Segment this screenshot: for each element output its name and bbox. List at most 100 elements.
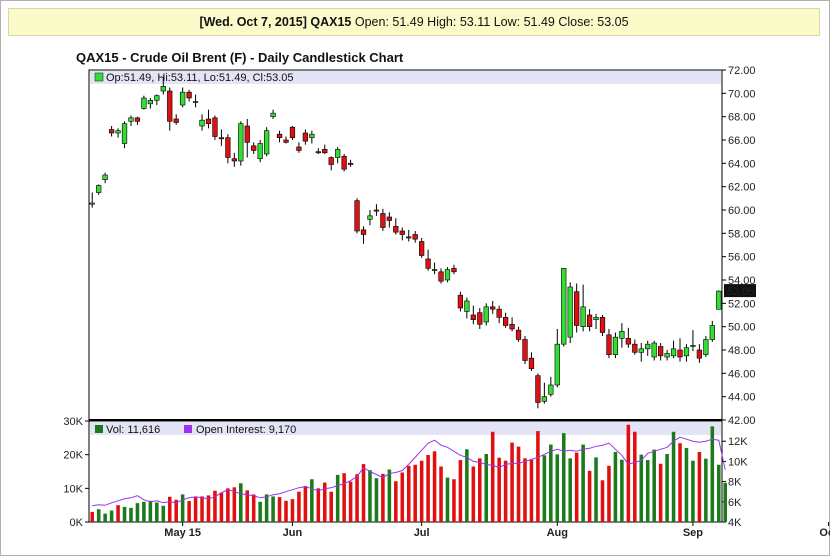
close-value: 53.05	[597, 15, 629, 29]
price-legend-swatch	[94, 72, 104, 82]
candle-body	[612, 336, 619, 355]
price-tick-label: 52.00	[728, 298, 756, 310]
price-tick-label: 50.00	[728, 322, 756, 334]
price-panel: Op:51.49, Hi:53.11, Lo:51.49, Cl:53.05 42…	[88, 65, 756, 427]
volume-bar	[652, 449, 656, 522]
candle-body	[438, 271, 444, 282]
volume-bar	[245, 490, 250, 522]
volume-bar	[490, 431, 495, 522]
volume-bar	[103, 513, 107, 522]
volume-tick-label: 20K	[63, 450, 83, 462]
volume-bar	[122, 506, 127, 522]
candle-body	[619, 331, 625, 339]
candle-body	[606, 334, 612, 355]
candle-body	[231, 158, 237, 162]
volume-bar	[303, 485, 308, 522]
candle-body	[180, 91, 186, 106]
volume-bar	[594, 457, 598, 522]
volume-bar	[639, 454, 644, 522]
volume-bar	[536, 431, 540, 522]
oi-tick-label: 10K	[728, 456, 748, 468]
candle-body	[451, 268, 457, 273]
volume-bar	[187, 501, 191, 522]
price-tick-label: 64.00	[728, 158, 756, 170]
candle-body	[528, 357, 535, 369]
quote-date: [Wed. Oct 7, 2015]	[199, 15, 307, 29]
volume-bar	[342, 473, 346, 522]
volume-bar	[193, 497, 198, 522]
month-label: May 15	[164, 527, 201, 539]
candle-body	[154, 95, 160, 101]
candle-body	[464, 300, 470, 312]
candle-body	[632, 343, 638, 353]
volume-bar	[219, 492, 224, 522]
volume-bar	[704, 458, 708, 522]
candle-body	[638, 348, 644, 353]
volume-bar	[129, 507, 133, 522]
candle-body	[625, 338, 631, 345]
volume-bar	[645, 460, 650, 522]
price-tick-label: 72.00	[728, 65, 756, 77]
candle-body	[192, 101, 199, 103]
volume-bar	[432, 451, 437, 522]
volume-bar	[516, 446, 521, 522]
volume-bar	[329, 491, 333, 522]
volume-bar	[142, 501, 146, 522]
candle-body	[658, 346, 664, 357]
candle-body	[431, 269, 438, 271]
candle-body	[167, 90, 173, 122]
volume-bar	[239, 483, 243, 522]
volume-bar	[658, 463, 663, 522]
high-label: High:	[427, 15, 457, 29]
price-tick-label: 62.00	[728, 182, 756, 194]
volume-bar	[523, 458, 527, 522]
volume-bar	[587, 470, 592, 522]
volume-bar	[394, 481, 398, 522]
candle-body	[276, 133, 283, 138]
candle-body	[296, 146, 302, 151]
open-value: 51.49	[392, 15, 424, 29]
candle-body	[199, 119, 205, 127]
price-tick-label: 66.00	[728, 135, 756, 147]
volume-bar	[697, 451, 702, 522]
volume-bar	[96, 509, 101, 522]
volume-bar	[620, 459, 624, 522]
volume-bar	[322, 482, 327, 522]
candle-body	[173, 118, 179, 123]
volume-bar	[503, 460, 508, 522]
high-value: 53.11	[459, 15, 491, 29]
oi-tick-label: 8K	[728, 477, 742, 489]
volume-bar	[671, 431, 676, 522]
price-tick-label: 42.00	[728, 415, 756, 427]
candle-body	[683, 347, 690, 357]
price-tick-label: 48.00	[728, 345, 756, 357]
candle-body	[134, 117, 141, 122]
volume-bar	[406, 465, 411, 522]
volume-bar	[710, 426, 715, 522]
volume-tick-label: 30K	[63, 416, 83, 428]
candle-body	[115, 130, 121, 134]
candle-body	[664, 353, 670, 358]
volume-legend-swatch	[95, 425, 103, 433]
volume-bar	[665, 453, 669, 522]
candle-body	[373, 209, 380, 212]
candle-body	[690, 345, 696, 347]
volume-bar	[633, 431, 637, 522]
price-tick-label: 54.00	[728, 275, 756, 287]
candle-body	[205, 118, 212, 124]
volume-bar	[271, 496, 275, 522]
volume-bar	[316, 488, 321, 522]
volume-bar	[348, 481, 353, 522]
volume-bar	[419, 460, 424, 522]
candle-body	[244, 125, 250, 143]
low-value: 51.49	[523, 15, 555, 29]
volume-bar	[484, 453, 489, 522]
volume-bar	[510, 442, 514, 522]
candle-body	[89, 202, 95, 205]
candle-body	[677, 349, 683, 358]
volume-bar	[155, 502, 159, 522]
candle-body	[302, 132, 309, 142]
volume-bar	[387, 469, 392, 522]
candle-body	[535, 375, 541, 403]
